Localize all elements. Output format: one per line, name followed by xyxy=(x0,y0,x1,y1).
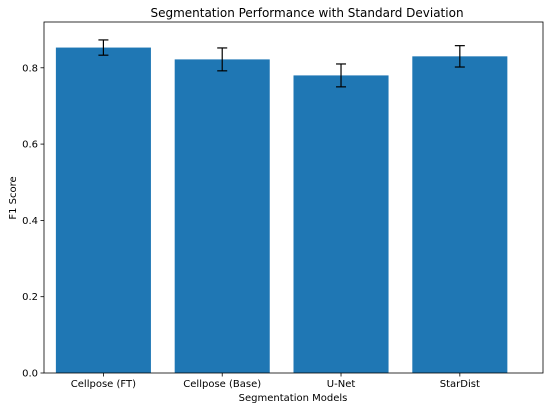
bar xyxy=(293,75,389,373)
x-tick-label: StarDist xyxy=(440,379,480,390)
x-axis: Cellpose (FT) Cellpose (Base) U-Net StarDis… xyxy=(71,373,480,390)
plot-frame xyxy=(43,21,544,374)
y-axis-label: F1 Score xyxy=(8,176,19,219)
error-bar xyxy=(217,47,228,72)
x-tick-label: Cellpose (Base) xyxy=(183,379,261,390)
error-bar xyxy=(98,39,109,56)
y-tick-label: 0.0 xyxy=(22,369,38,380)
error-bar xyxy=(336,63,347,88)
x-tick-label: Cellpose (FT) xyxy=(71,379,136,390)
y-tick-label: 0.2 xyxy=(22,292,38,303)
y-tick-label: 0.4 xyxy=(22,216,38,227)
error-bar xyxy=(454,45,465,68)
x-axis-label: Segmentation Models xyxy=(239,393,348,404)
bar xyxy=(174,59,270,373)
bar xyxy=(412,56,508,374)
x-tick-label: U-Net xyxy=(327,379,356,390)
y-tick-label: 0.6 xyxy=(22,140,38,151)
plot-area xyxy=(55,39,508,374)
y-tick-label: 0.8 xyxy=(22,63,38,74)
bar xyxy=(55,47,151,374)
y-axis: 0.0 0.2 0.4 0.6 0.8 xyxy=(22,63,44,380)
chart-title: Segmentation Performance with Standard D… xyxy=(150,6,463,20)
